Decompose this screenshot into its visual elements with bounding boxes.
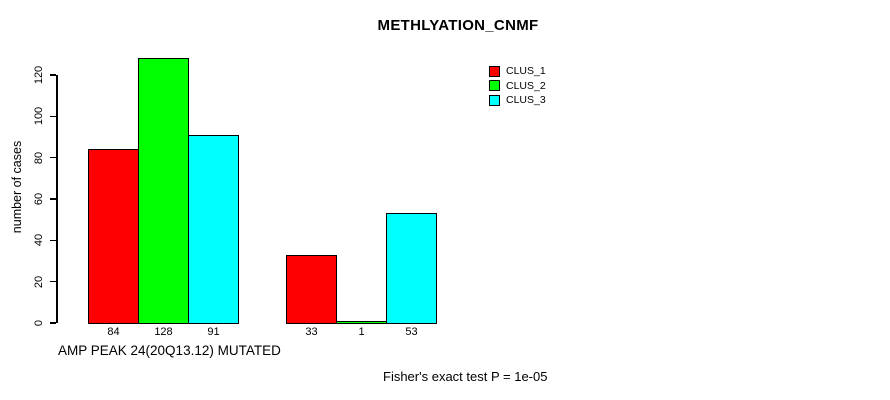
legend-item-label: CLUS_2 bbox=[506, 79, 546, 92]
bar-clus_2 bbox=[336, 320, 387, 324]
bar-clus_1 bbox=[88, 149, 139, 324]
y-tick-label: 80 bbox=[33, 151, 45, 164]
legend-item-label: CLUS_1 bbox=[506, 65, 546, 78]
y-tick-label: 0 bbox=[33, 319, 45, 327]
fisher-test-annotation: Fisher's exact test P = 1e-05 bbox=[383, 369, 548, 384]
legend-item: CLUS_1 bbox=[489, 64, 546, 79]
legend-item-label: CLUS_3 bbox=[506, 94, 546, 107]
y-tick-label: 40 bbox=[33, 234, 45, 247]
y-axis-tick bbox=[49, 239, 56, 242]
y-tick-label: 100 bbox=[33, 107, 45, 126]
y-tick-label: 120 bbox=[33, 65, 45, 85]
legend-color-swatch-icon bbox=[489, 65, 500, 77]
y-axis-tick bbox=[49, 115, 56, 118]
legend-item: CLUS_3 bbox=[489, 93, 546, 108]
y-axis-tick bbox=[49, 280, 56, 283]
bar-value-label: 128 bbox=[154, 326, 173, 338]
legend-color-swatch-icon bbox=[489, 80, 500, 92]
bar-value-label: 91 bbox=[207, 326, 220, 338]
bar-clus_2 bbox=[138, 58, 189, 324]
bar-value-label: 53 bbox=[405, 326, 418, 338]
y-tick-label: 60 bbox=[33, 192, 45, 206]
bar-value-label: 1 bbox=[358, 326, 365, 338]
legend-color-swatch-icon bbox=[489, 94, 500, 106]
y-axis-tick bbox=[49, 74, 56, 76]
bar-clus_3 bbox=[188, 134, 239, 324]
y-axis-tick bbox=[49, 156, 56, 159]
bar-value-label: 84 bbox=[107, 326, 120, 338]
bar-value-label: 33 bbox=[305, 326, 318, 338]
legend-item: CLUS_2 bbox=[489, 79, 546, 94]
y-tick-label: 20 bbox=[33, 275, 45, 288]
chart-title: METHLYATION_CNMF bbox=[377, 17, 539, 34]
y-axis-tick bbox=[49, 322, 56, 324]
legend: CLUS_1 CLUS_2 CLUS_3 bbox=[489, 64, 546, 108]
y-axis-line bbox=[56, 75, 58, 323]
bar-clus_1 bbox=[286, 254, 337, 324]
bar-clus_3 bbox=[386, 213, 437, 324]
y-axis-tick bbox=[49, 198, 56, 200]
x-axis-label: AMP PEAK 24(20Q13.12) MUTATED bbox=[58, 343, 281, 358]
